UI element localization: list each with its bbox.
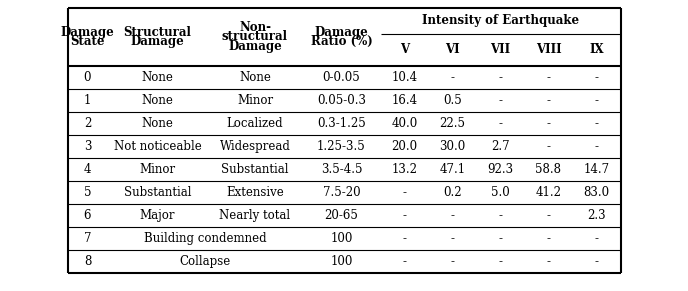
Text: 40.0: 40.0: [391, 117, 418, 130]
Text: Substantial: Substantial: [124, 186, 191, 199]
Text: Minor: Minor: [140, 163, 175, 176]
Text: 20-65: 20-65: [325, 209, 358, 222]
Text: -: -: [499, 117, 502, 130]
Text: 22.5: 22.5: [440, 117, 466, 130]
Text: VI: VI: [445, 43, 460, 56]
Text: -: -: [499, 255, 502, 268]
Text: -: -: [451, 255, 455, 268]
Text: Ratio (%): Ratio (%): [310, 35, 372, 48]
Text: 6: 6: [84, 209, 92, 222]
Text: Structural: Structural: [124, 26, 191, 39]
Text: 47.1: 47.1: [440, 163, 466, 176]
Text: Intensity of Earthquake: Intensity of Earthquake: [422, 14, 579, 27]
Text: 4: 4: [84, 163, 92, 176]
Text: 3.5-4.5: 3.5-4.5: [321, 163, 363, 176]
Text: 5.0: 5.0: [491, 186, 510, 199]
Text: 0.2: 0.2: [443, 186, 462, 199]
Text: -: -: [451, 232, 455, 245]
Text: Damage: Damage: [228, 40, 282, 53]
Text: Damage: Damage: [131, 35, 184, 48]
Text: 20.0: 20.0: [391, 140, 418, 153]
Text: Damage: Damage: [314, 26, 368, 39]
Text: Collapse: Collapse: [180, 255, 230, 268]
Text: 0.5: 0.5: [443, 94, 462, 107]
Text: Minor: Minor: [237, 94, 273, 107]
Text: -: -: [594, 71, 599, 84]
Text: -: -: [402, 186, 407, 199]
Text: -: -: [451, 71, 455, 84]
Text: -: -: [499, 209, 502, 222]
Text: 0-0.05: 0-0.05: [323, 71, 361, 84]
Text: 100: 100: [330, 232, 353, 245]
Text: -: -: [546, 94, 550, 107]
Text: -: -: [546, 117, 550, 130]
Text: 5: 5: [84, 186, 92, 199]
Text: -: -: [546, 140, 550, 153]
Text: 41.2: 41.2: [535, 186, 561, 199]
Text: 3: 3: [84, 140, 92, 153]
Text: None: None: [142, 117, 173, 130]
Text: 30.0: 30.0: [440, 140, 466, 153]
Text: 83.0: 83.0: [583, 186, 610, 199]
Text: VII: VII: [491, 43, 510, 56]
Text: 14.7: 14.7: [583, 163, 610, 176]
Text: None: None: [239, 71, 271, 84]
Text: Damage: Damage: [61, 26, 114, 39]
Text: State: State: [70, 35, 105, 48]
Text: 2.3: 2.3: [587, 209, 606, 222]
Text: 8: 8: [84, 255, 92, 268]
Text: 13.2: 13.2: [391, 163, 418, 176]
Text: -: -: [594, 255, 599, 268]
Text: 92.3: 92.3: [487, 163, 513, 176]
Text: 7: 7: [84, 232, 92, 245]
Text: -: -: [546, 209, 550, 222]
Text: 1.25-3.5: 1.25-3.5: [317, 140, 366, 153]
Text: -: -: [546, 232, 550, 245]
Text: -: -: [546, 71, 550, 84]
Text: Widespread: Widespread: [219, 140, 290, 153]
Text: Building condemned: Building condemned: [144, 232, 266, 245]
Text: None: None: [142, 71, 173, 84]
Text: 58.8: 58.8: [535, 163, 561, 176]
Text: Localized: Localized: [226, 117, 283, 130]
Text: VIII: VIII: [536, 43, 561, 56]
Text: Substantial: Substantial: [222, 163, 289, 176]
Text: 7.5-20: 7.5-20: [323, 186, 361, 199]
Text: 1: 1: [84, 94, 92, 107]
Text: Major: Major: [140, 209, 175, 222]
Text: 0.3-1.25: 0.3-1.25: [317, 117, 366, 130]
Text: None: None: [142, 94, 173, 107]
Text: -: -: [499, 94, 502, 107]
Text: 10.4: 10.4: [391, 71, 418, 84]
Text: -: -: [499, 71, 502, 84]
Text: Not noticeable: Not noticeable: [114, 140, 202, 153]
Text: Extensive: Extensive: [226, 186, 284, 199]
Text: 0.05-0.3: 0.05-0.3: [317, 94, 366, 107]
Text: Non-: Non-: [239, 21, 271, 34]
Text: -: -: [402, 232, 407, 245]
Text: -: -: [594, 94, 599, 107]
Text: structural: structural: [222, 31, 288, 43]
Text: 2: 2: [84, 117, 92, 130]
Text: Nearly total: Nearly total: [219, 209, 290, 222]
Text: -: -: [546, 255, 550, 268]
Text: 0: 0: [84, 71, 92, 84]
Text: -: -: [594, 140, 599, 153]
Text: -: -: [402, 209, 407, 222]
Text: IX: IX: [589, 43, 604, 56]
Text: -: -: [499, 232, 502, 245]
Text: -: -: [451, 209, 455, 222]
Text: 2.7: 2.7: [491, 140, 510, 153]
Text: 100: 100: [330, 255, 353, 268]
Text: 16.4: 16.4: [391, 94, 418, 107]
Text: -: -: [594, 232, 599, 245]
Text: -: -: [594, 117, 599, 130]
Text: V: V: [400, 43, 409, 56]
Text: -: -: [402, 255, 407, 268]
